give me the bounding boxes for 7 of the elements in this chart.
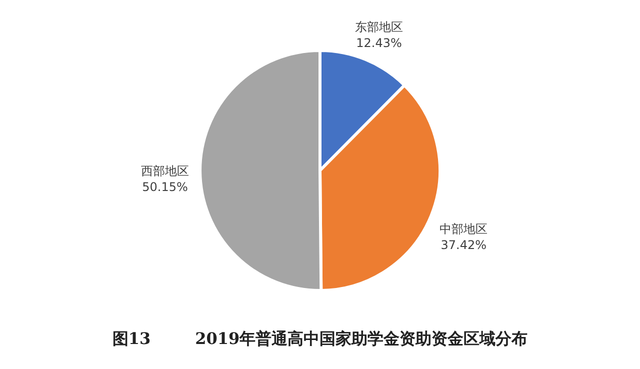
data-label: 50.15% bbox=[142, 180, 188, 194]
slice-label: 中部地区 bbox=[440, 222, 488, 236]
data-label: 37.42% bbox=[440, 238, 486, 252]
slice-label: 西部地区 bbox=[141, 164, 189, 178]
data-label: 12.43% bbox=[356, 36, 402, 50]
text: 图13 2019年普通高中国家助学金资助资金区域分布 bbox=[112, 329, 528, 348]
slice-label: 东部地区 bbox=[355, 20, 403, 34]
